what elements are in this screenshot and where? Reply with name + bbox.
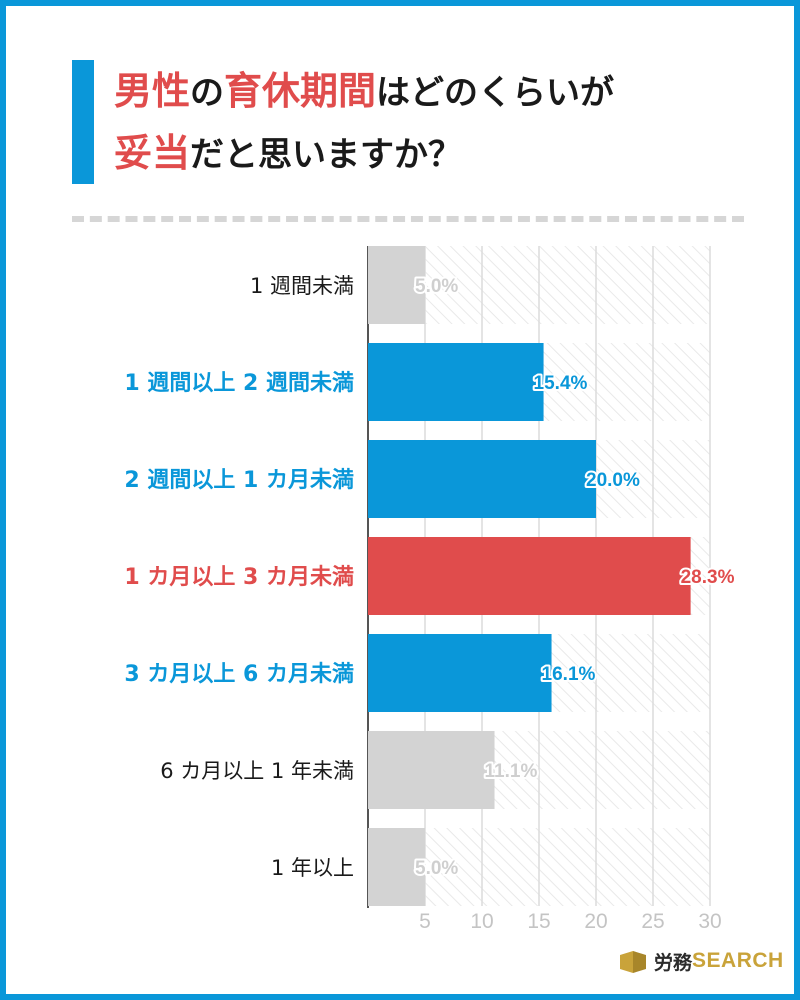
bar [368, 828, 425, 906]
title-accent-bar [72, 60, 94, 184]
value-label: 5.0% [415, 858, 458, 879]
x-tick-label: 15 [527, 910, 550, 933]
title-line-2: 妥当だと思いますか？ [114, 122, 774, 184]
brand-name-ja: 労務 [654, 951, 693, 974]
bar [368, 246, 425, 324]
x-tick-label: 20 [584, 910, 607, 933]
title-seg: はどのくらいが [376, 73, 615, 113]
category-label: 1 週間未満 [250, 274, 354, 298]
value-label: 11.1% [485, 761, 538, 782]
bar [368, 537, 691, 615]
value-label: 28.3% [681, 567, 735, 588]
brand-logo: 労務 SEARCH [620, 946, 784, 976]
x-tick-label: 5 [419, 910, 431, 933]
x-tick-label: 25 [641, 910, 664, 933]
book-icon [620, 951, 646, 973]
value-label: 16.1% [542, 664, 596, 685]
x-tick-label: 30 [698, 910, 721, 933]
title-seg: だと思いますか？ [190, 135, 463, 175]
x-tick-label: 10 [470, 910, 493, 933]
title-seg: 育休期間 [224, 69, 377, 113]
value-label: 5.0% [415, 276, 458, 297]
category-label: 1 カ月以上 3 カ月未満 [124, 564, 354, 590]
value-label: 15.4% [534, 373, 588, 394]
value-label: 20.0% [586, 470, 640, 491]
bar [368, 343, 544, 421]
title-line-1: 男性の育休期間はどのくらいが [114, 60, 774, 122]
category-label: 2 週間以上 1 カ月未満 [124, 467, 354, 493]
bar [368, 731, 495, 809]
bar [368, 440, 596, 518]
brand-name-en: SEARCH [692, 949, 784, 972]
category-label: 3 カ月以上 6 カ月未満 [124, 661, 354, 687]
title-seg: の [190, 73, 225, 113]
category-label: 6 カ月以上 1 年未満 [160, 759, 354, 783]
title-seg: 妥当 [114, 131, 191, 175]
page-title: 男性の育休期間はどのくらいが 妥当だと思いますか？ [114, 60, 774, 184]
divider [72, 216, 744, 222]
category-label: 1 年以上 [271, 856, 354, 880]
bar [368, 634, 552, 712]
category-label: 1 週間以上 2 週間未満 [124, 370, 354, 396]
title-seg: 男性 [114, 69, 191, 113]
